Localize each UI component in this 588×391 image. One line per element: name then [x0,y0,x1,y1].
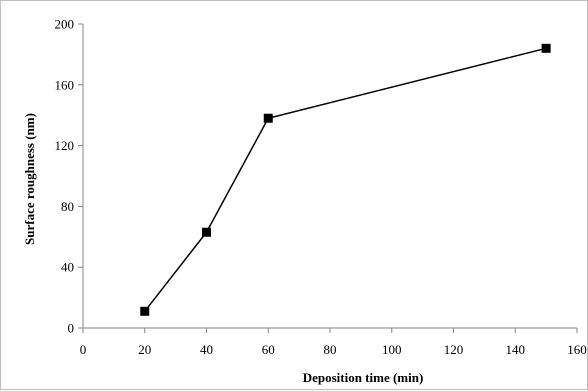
series-line [144,47,547,312]
x-tick-label: 0 [80,342,87,357]
x-tick-label: 40 [200,342,213,357]
y-tick-label: 160 [55,77,75,92]
x-axis-title: Deposition time (min) [303,370,424,385]
data-point [541,43,551,53]
x-tick-label: 120 [444,342,464,357]
data-point [140,306,150,316]
y-axis: 0 40 80 120 160 200 [55,17,84,336]
y-tick-label: 120 [55,138,75,153]
series-layer [140,43,551,316]
x-tick-label: 140 [506,342,526,357]
y-tick-label: 40 [61,260,74,275]
x-axis: 0 20 40 60 80 100 120 140 160 [80,327,587,357]
y-tick-label: 80 [61,199,74,214]
x-tick-label: 20 [138,342,151,357]
x-tick-label: 160 [567,342,587,357]
y-axis-title: Surface roughness (nm) [22,113,37,245]
y-tick-label: 0 [68,321,75,336]
x-tick-label: 80 [324,342,337,357]
x-tick-label: 100 [382,342,402,357]
x-tick-label: 60 [262,342,275,357]
data-point [202,227,211,237]
y-tick-label: 200 [55,17,75,32]
data-point [263,113,273,123]
